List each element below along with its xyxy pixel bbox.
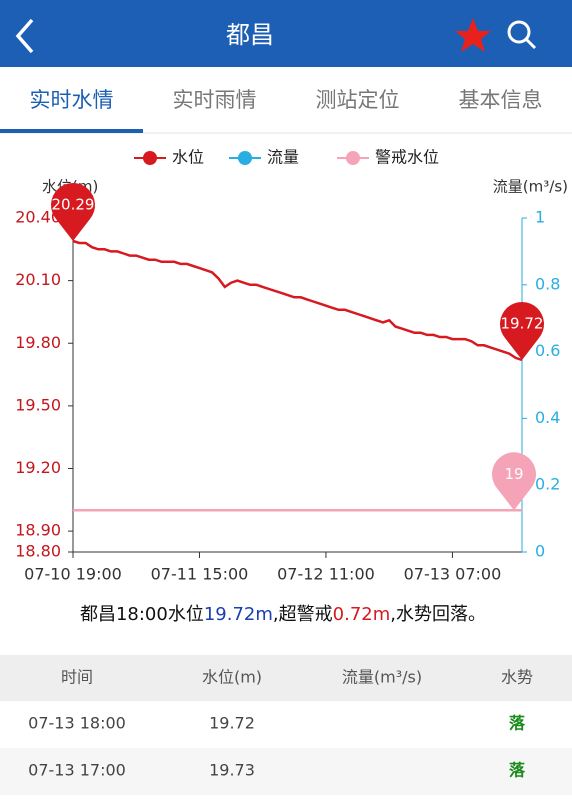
- y2-tick-label: 0.8: [535, 274, 560, 293]
- pin-label: 19.72: [501, 314, 544, 332]
- table-cell: 19.73: [209, 761, 255, 780]
- search-button[interactable]: [507, 20, 537, 50]
- table-header-cell: 水位(m): [202, 668, 262, 687]
- table-row-bg: [0, 748, 572, 795]
- x-tick-label: 07-10 19:00: [24, 565, 122, 584]
- legend-swatch: [346, 151, 360, 165]
- tab-bar: [0, 67, 572, 133]
- table-header-cell: 水势: [501, 668, 533, 687]
- pin: [492, 452, 536, 511]
- tab[interactable]: 测站定位: [316, 88, 400, 112]
- pin-label: 20.29: [52, 195, 95, 213]
- summary: 都昌18:00水位19.72m,超警戒0.72m,水势回落。: [80, 604, 486, 625]
- y2-tick-label: 0.4: [535, 408, 560, 427]
- y2-tick-label: 0.2: [535, 475, 560, 494]
- legend-label: 水位: [172, 148, 204, 167]
- table-cell: 07-13 17:00: [28, 761, 126, 780]
- y-tick-label: 20.40: [15, 208, 61, 227]
- pin-label: 19: [504, 465, 523, 483]
- tab-indicator: [0, 129, 143, 133]
- table-cell: 19.72: [209, 714, 255, 733]
- back-button[interactable]: [15, 18, 34, 54]
- summary-part: ,水势回落。: [390, 604, 486, 625]
- table-header-cell: 时间: [61, 668, 93, 687]
- table-cell: 落: [509, 714, 526, 733]
- y-tick-label: 18.90: [15, 521, 61, 540]
- table-header: [0, 655, 572, 701]
- legend-swatch: [238, 151, 252, 165]
- y-tick-label: 19.20: [15, 458, 61, 477]
- x-tick-label: 07-13 07:00: [404, 565, 502, 584]
- summary-part: 19.72m: [204, 604, 273, 625]
- y-tick-label: 19.80: [15, 333, 61, 352]
- legend-swatch: [143, 151, 157, 165]
- table-cell: 落: [509, 761, 526, 780]
- y-tick-label: 18.80: [15, 542, 61, 561]
- y-tick-label: 19.50: [15, 395, 61, 414]
- header-title: 都昌: [226, 21, 274, 49]
- x-tick-label: 07-12 11:00: [277, 565, 375, 584]
- x-tick-label: 07-11 15:00: [151, 565, 249, 584]
- summary-part: 都昌18:00水位: [80, 604, 204, 625]
- y2-tick-label: 1: [535, 208, 545, 227]
- y2-tick-label: 0: [535, 542, 545, 561]
- tab[interactable]: 实时水情: [30, 88, 114, 112]
- series-line: [72, 239, 523, 362]
- y-tick-label: 20.10: [15, 270, 61, 289]
- tab[interactable]: 实时雨情: [173, 88, 257, 112]
- legend-label: 警戒水位: [375, 148, 439, 167]
- table-header-cell: 流量(m³/s): [342, 668, 422, 687]
- summary-part: ,超警戒: [273, 604, 333, 625]
- legend-label: 流量: [267, 148, 299, 167]
- summary-part: 0.72m: [333, 604, 391, 625]
- y2-axis-title: 流量(m³/s): [493, 178, 568, 196]
- y2-tick-label: 0.6: [535, 341, 560, 360]
- favorite-button[interactable]: [455, 18, 491, 52]
- pin: [51, 182, 95, 241]
- pin: [500, 301, 544, 360]
- tab[interactable]: 基本信息: [459, 88, 543, 112]
- table-cell: 07-13 18:00: [28, 714, 126, 733]
